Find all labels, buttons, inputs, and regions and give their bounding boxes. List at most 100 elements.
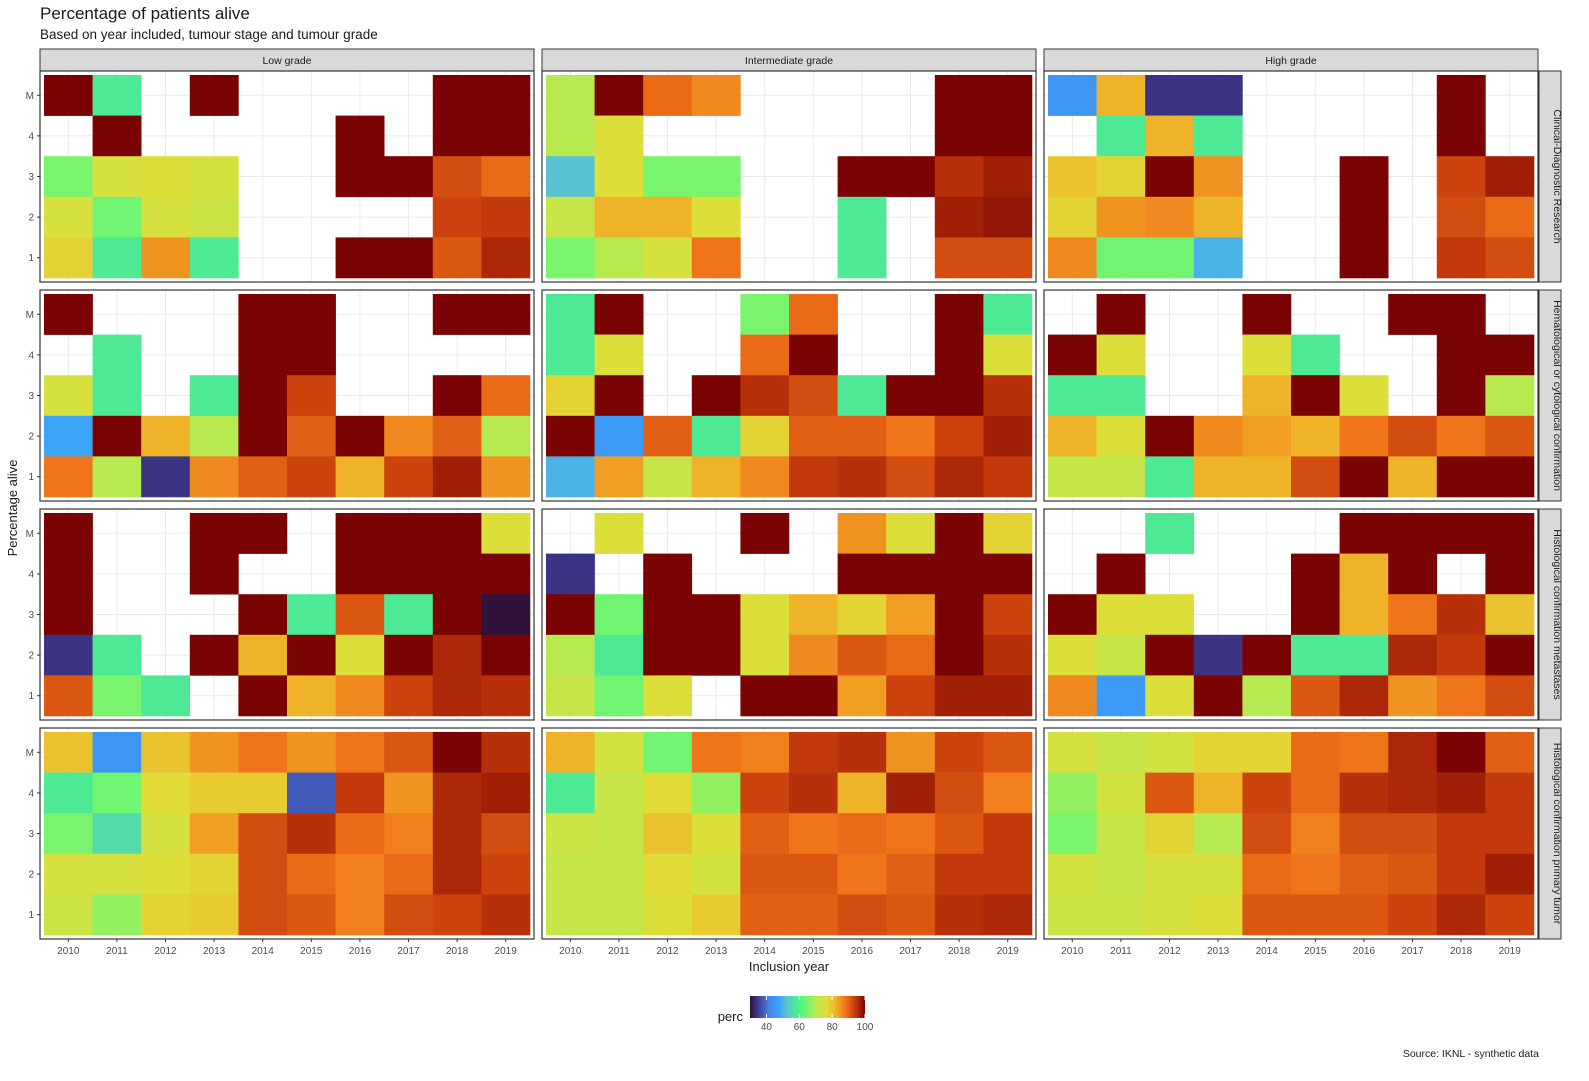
heatmap-cell <box>384 594 434 636</box>
heatmap-cell <box>287 294 336 335</box>
heatmap-cell <box>1193 813 1243 855</box>
heatmap-cell <box>1436 813 1486 855</box>
heatmap-cell <box>1242 675 1292 717</box>
x-tick-label: 2018 <box>1450 946 1473 957</box>
heatmap-cell <box>44 456 93 498</box>
heatmap-cell <box>740 813 790 855</box>
heatmap-cell <box>384 732 434 773</box>
heatmap-cell <box>1339 772 1389 814</box>
heatmap-cell <box>92 732 142 773</box>
heatmap-cell <box>92 813 142 855</box>
x-tick-label: 2019 <box>997 946 1020 957</box>
heatmap-cell <box>934 415 984 457</box>
heatmap-cell <box>1485 456 1535 498</box>
heatmap-cell <box>983 156 1033 198</box>
heatmap-cell <box>546 334 595 376</box>
heatmap-cell <box>1145 513 1195 554</box>
heatmap-cell <box>1388 415 1438 457</box>
heatmap-cell <box>1096 675 1146 717</box>
heatmap-cell <box>44 156 93 198</box>
heatmap-cell <box>189 456 239 498</box>
heatmap-cell <box>432 813 482 855</box>
heatmap-cell <box>789 375 838 417</box>
heatmap-cell <box>1145 237 1195 279</box>
facet-strip-row-label: Clinical-Diagnostic Research <box>1551 109 1563 243</box>
heatmap-cell <box>189 75 239 116</box>
heatmap-cell <box>481 813 531 855</box>
heatmap-cell <box>1048 594 1097 636</box>
facet-strip-row <box>1538 727 1562 940</box>
heatmap-cell <box>1339 456 1389 498</box>
heatmap-cell <box>1485 237 1535 279</box>
heatmap-cell <box>287 813 336 855</box>
heatmap-cell <box>546 634 595 676</box>
heatmap-cell <box>432 634 482 676</box>
heatmap-cell <box>546 196 595 238</box>
heatmap-cell <box>1048 75 1097 116</box>
heatmap-cell <box>983 456 1033 498</box>
facet-strip-row <box>1538 289 1562 502</box>
heatmap-cell <box>1145 156 1195 198</box>
heatmap-cell <box>238 894 288 936</box>
heatmap-cell <box>1436 334 1486 376</box>
heatmap-cell <box>384 415 434 457</box>
y-tick-label: 3 <box>28 391 34 402</box>
heatmap-cell <box>691 196 741 238</box>
heatmap-cell <box>481 634 531 676</box>
heatmap-cell <box>1193 456 1243 498</box>
heatmap-cell <box>691 415 741 457</box>
heatmap-cell <box>1048 675 1097 717</box>
heatmap-cell <box>481 853 531 895</box>
heatmap-cell <box>481 772 531 814</box>
heatmap-cell <box>92 675 142 717</box>
heatmap-cell <box>1485 813 1535 855</box>
heatmap-cell <box>1436 75 1486 116</box>
heatmap-cell <box>934 675 984 717</box>
heatmap-cell <box>691 894 741 936</box>
x-tick-label: 2015 <box>802 946 825 957</box>
x-tick-label: 2011 <box>608 946 630 957</box>
heatmap-cell <box>1339 675 1389 717</box>
heatmap-cell <box>335 675 385 717</box>
heatmap-cell <box>1096 115 1146 157</box>
panel-border <box>541 508 1037 721</box>
heatmap-cell <box>1339 156 1389 198</box>
heatmap-cell <box>837 196 887 238</box>
heatmap-cell <box>546 294 595 335</box>
heatmap-cell <box>44 772 93 814</box>
heatmap-cell <box>1193 237 1243 279</box>
heatmap-cell <box>432 294 482 335</box>
heatmap-cell <box>886 675 936 717</box>
facet-strip-col-label: Low grade <box>262 55 311 67</box>
heatmap-cell <box>1291 894 1340 936</box>
heatmap-cell <box>594 772 644 814</box>
heatmap-cell <box>1291 634 1340 676</box>
heatmap-cell <box>886 813 936 855</box>
legend-tick-label: 40 <box>761 1022 773 1033</box>
heatmap-cell <box>1145 675 1195 717</box>
heatmap-cell <box>481 675 531 717</box>
heatmap-cell <box>1242 732 1292 773</box>
heatmap-cell <box>1048 375 1097 417</box>
heatmap-cell <box>92 853 142 895</box>
heatmap-cell <box>1096 553 1146 595</box>
x-tick-label: 2011 <box>106 946 128 957</box>
heatmap-cell <box>1485 415 1535 457</box>
heatmap-cell <box>934 294 984 335</box>
heatmap-cell <box>740 415 790 457</box>
heatmap-cell <box>594 813 644 855</box>
heatmap-cell <box>1096 196 1146 238</box>
heatmap-cell <box>141 853 191 895</box>
heatmap-cell <box>691 594 741 636</box>
chart-subtitle: Based on year included, tumour stage and… <box>40 27 378 42</box>
heatmap-cell <box>546 813 595 855</box>
x-tick-label: 2014 <box>1256 946 1279 957</box>
panel-border <box>1043 508 1539 721</box>
heatmap-cell <box>238 732 288 773</box>
heatmap-cell <box>141 237 191 279</box>
heatmap-cell <box>546 675 595 717</box>
heatmap-cell <box>1436 415 1486 457</box>
heatmap-cell <box>92 894 142 936</box>
heatmap-cell <box>1485 732 1535 773</box>
